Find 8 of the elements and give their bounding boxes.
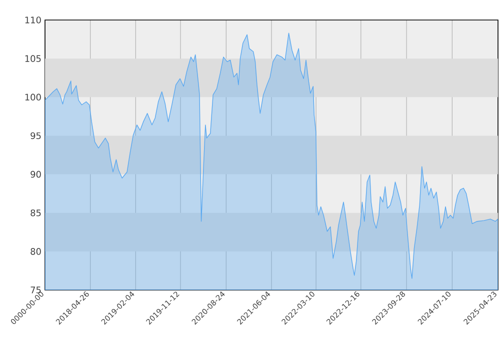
y-tick-label: 95 <box>30 132 41 140</box>
y-tick-label: 90 <box>30 170 41 178</box>
y-tick-label: 75 <box>30 286 41 294</box>
y-tick-label: 100 <box>25 94 41 101</box>
y-tick-label: 85 <box>30 209 41 216</box>
y-tick-label: 105 <box>25 55 41 62</box>
y-tick-label: 110 <box>25 16 41 24</box>
y-tick-label: 80 <box>30 248 41 255</box>
